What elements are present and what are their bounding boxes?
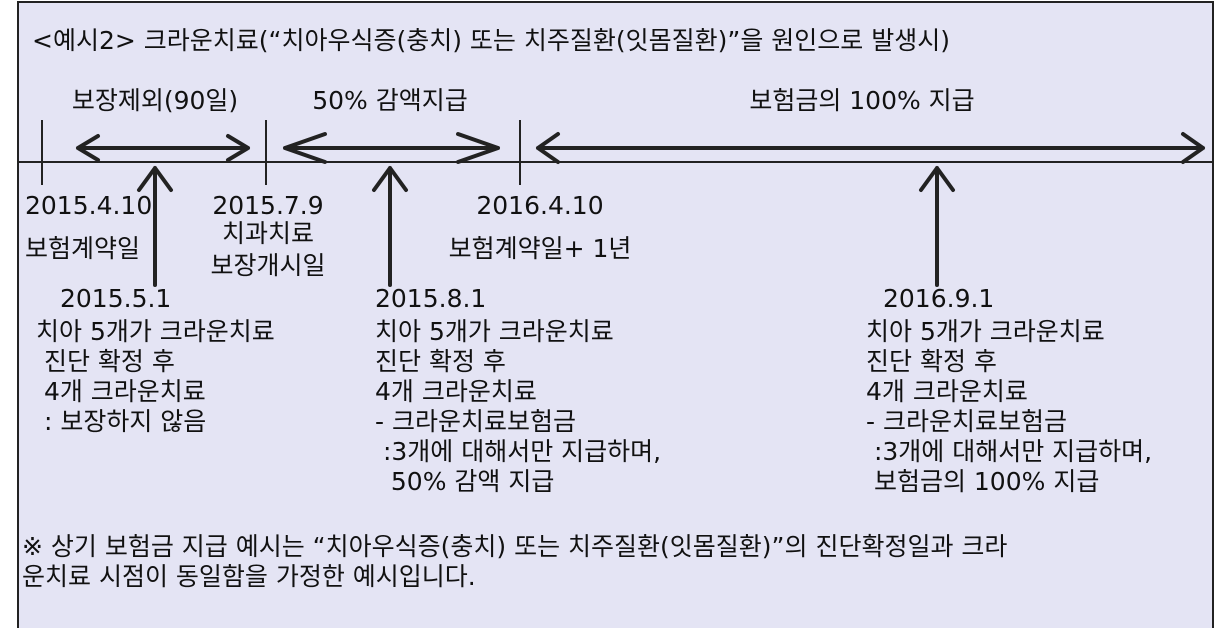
event-arrow [372,166,408,287]
period-label: 보장제외(90일) [72,86,238,115]
milestone-date: 2015.4.10 [25,191,152,220]
period-label: 50% 감액지급 [312,86,468,115]
event-line: 4개 크라운치료 [866,377,1028,406]
milestone-label: 보험계약일+ 1년 [449,234,632,263]
event-date: 2016.9.1 [883,284,994,313]
event-date: 2015.8.1 [375,284,486,313]
event-line: : 보장하지 않음 [36,407,206,436]
event-line: - 크라운치료보험금 [866,407,1067,436]
milestone-label: 치과치료 [222,219,314,248]
milestone-date: 2015.7.9 [212,191,323,220]
footnote: 운치료 시점이 동일함을 가정한 예시입니다. [22,562,476,591]
event-line: 4개 크라운치료 [36,377,206,406]
event-line: :3개에 대해서만 지급하며, [375,437,661,466]
period-arrow [283,132,500,164]
event-line: 진단 확정 후 [866,347,997,376]
milestone-label: 보험계약일 [25,234,140,263]
period-label: 보험금의 100% 지급 [749,86,974,115]
event-line: 4개 크라운치료 [375,377,537,406]
footnote: ※ 상기 보험금 지급 예시는 “치아우식증(충치) 또는 치주질환(잇몸질환)… [22,532,1007,561]
event-line: 진단 확정 후 [375,347,506,376]
event-date: 2015.5.1 [60,284,171,313]
period-arrow [76,134,250,162]
event-arrow [919,166,955,287]
event-line: :3개에 대해서만 지급하며, [866,437,1152,466]
milestone-label: 보장개시일 [210,251,325,280]
event-line: - 크라운치료보험금 [375,407,576,436]
event-arrow [137,166,173,287]
events: 2015.5.1 치아 5개가 크라운치료 진단 확정 후 4개 크라운치료 : … [36,284,1152,496]
milestone-date: 2016.4.10 [476,191,603,220]
period-arrow [536,132,1205,164]
event-line: 치아 5개가 크라운치료 [866,317,1105,346]
event-line: 치아 5개가 크라운치료 [375,317,614,346]
title: <예시2> 크라운치료(“치아우식증(충치) 또는 치주질환(잇몸질환)”을 원… [32,26,950,55]
event-line: 치아 5개가 크라운치료 [36,317,275,346]
event-line: 진단 확정 후 [36,347,175,376]
event-line: 50% 감액 지급 [375,467,554,496]
panel [17,1,1214,628]
event-line: 보험금의 100% 지급 [866,467,1099,496]
